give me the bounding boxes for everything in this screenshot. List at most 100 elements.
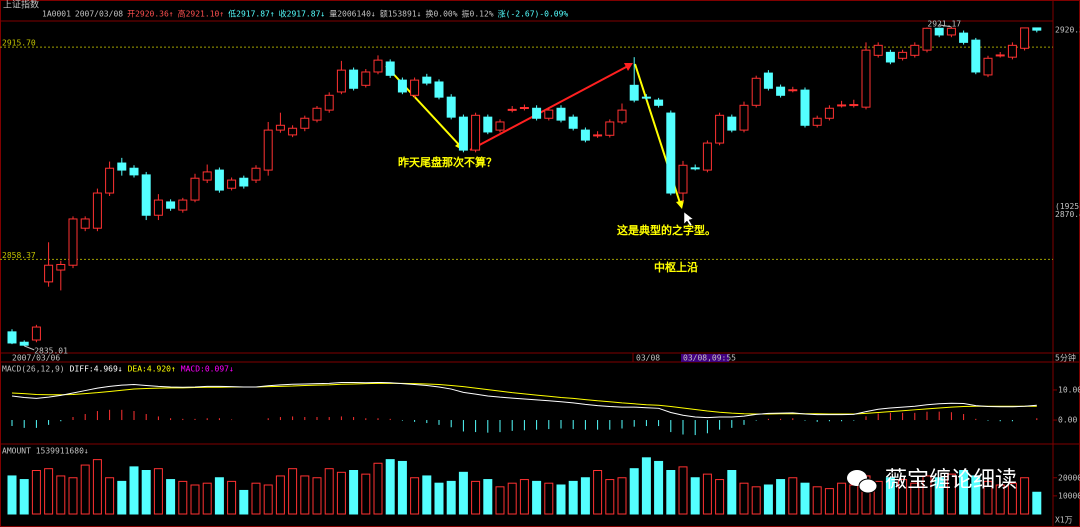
volume-bar xyxy=(507,482,517,515)
candle-body xyxy=(788,89,798,92)
volume-bar xyxy=(971,475,981,515)
header-item: 低2917.87↑ xyxy=(228,9,275,19)
candle-body xyxy=(885,51,895,63)
y-tick-label: 0.00 xyxy=(1058,416,1077,425)
candle-body xyxy=(19,341,29,346)
candle-body xyxy=(763,72,773,89)
candle-body xyxy=(190,177,200,201)
volume-bar xyxy=(556,484,566,515)
candle-body xyxy=(727,116,737,131)
volume-bar xyxy=(715,479,725,515)
volume-bar xyxy=(776,479,786,515)
volume-bar xyxy=(44,468,54,515)
candle-body xyxy=(1007,44,1017,58)
volume-bar xyxy=(397,460,407,515)
extreme-leader xyxy=(939,24,952,28)
y-tick-label: 200000 xyxy=(1058,473,1080,482)
candle-body xyxy=(776,86,786,96)
candle-body xyxy=(178,199,188,211)
x-label: 2007/03/06 xyxy=(12,354,60,363)
candle-body xyxy=(812,117,822,126)
volume-bar xyxy=(483,479,493,515)
header-item: 高2921.10↑ xyxy=(178,9,225,19)
candle-body xyxy=(397,79,407,93)
volume-bar xyxy=(300,475,310,515)
candle-body xyxy=(837,104,847,107)
candle-body xyxy=(593,134,603,137)
volume-bar xyxy=(166,479,176,515)
candle-body xyxy=(971,39,981,73)
volume-bar xyxy=(471,480,481,515)
volume-bar xyxy=(446,480,456,515)
candle-body xyxy=(678,164,688,194)
unit: X1万 xyxy=(1055,516,1073,525)
candle-body xyxy=(532,107,542,119)
candle-body xyxy=(617,109,627,123)
volume-bar xyxy=(117,480,127,515)
volume-bar xyxy=(617,477,627,515)
volume-bar xyxy=(519,479,529,515)
volume-bar xyxy=(68,477,78,515)
volume-bar xyxy=(251,482,261,515)
candle-body xyxy=(1032,27,1042,31)
volume-bar xyxy=(336,471,346,515)
volume-bar xyxy=(922,475,932,515)
volume-bar xyxy=(190,484,200,515)
candle-body xyxy=(446,96,456,118)
candle-body xyxy=(153,199,163,216)
candle-body xyxy=(605,121,615,136)
candle-body xyxy=(1020,27,1030,49)
volume-bar xyxy=(373,462,383,515)
cursor-price: 2870.47 xyxy=(1055,210,1080,219)
volume-bar xyxy=(56,475,66,515)
candle-body xyxy=(483,116,493,133)
candle-body xyxy=(300,117,310,129)
volume-bar xyxy=(910,482,920,515)
volume-bar xyxy=(385,459,395,515)
candle-body xyxy=(824,107,834,119)
candle-body xyxy=(556,107,566,121)
y-tick-label: 2915.70 xyxy=(2,39,36,48)
low-label: 2835.01 xyxy=(34,346,68,355)
volume-bar xyxy=(568,480,578,515)
candle-body xyxy=(568,116,578,129)
candle-body xyxy=(495,121,505,131)
volume-bar xyxy=(934,477,944,515)
candle-body xyxy=(214,169,224,191)
volume-bar xyxy=(873,480,883,515)
volume-bar xyxy=(898,479,908,515)
last-price: 2920.3 xyxy=(1055,26,1080,35)
volume-bar xyxy=(92,459,102,515)
volume-bar xyxy=(458,471,468,515)
volume-bar xyxy=(227,480,237,515)
candle-body xyxy=(385,61,395,76)
cursor-count: (1925) xyxy=(1055,202,1080,211)
volume-bar xyxy=(1032,491,1042,515)
candle-body xyxy=(202,171,212,181)
y-tick-label: 100000 xyxy=(1058,491,1080,500)
volume-bar xyxy=(605,479,615,515)
volume-bar xyxy=(666,470,676,515)
candle-body xyxy=(922,27,932,51)
arrowhead xyxy=(676,200,684,209)
extreme-leader xyxy=(24,345,35,351)
volume-bar xyxy=(31,470,41,515)
volume-bar xyxy=(324,468,334,515)
panel-title: AMOUNT 1539911680↓ xyxy=(2,447,89,456)
candle-body xyxy=(629,84,639,101)
volume-bar xyxy=(19,479,29,515)
volume-bar xyxy=(141,470,151,515)
candle-body xyxy=(373,59,383,73)
candle-body xyxy=(129,167,139,176)
candle-body xyxy=(959,32,969,43)
candle-body xyxy=(92,192,102,229)
volume-bar xyxy=(410,477,420,515)
volume-bar xyxy=(312,477,322,515)
candle-body xyxy=(507,108,517,111)
volume-bar xyxy=(495,486,505,515)
volume-bar xyxy=(593,470,603,515)
legend-item: MACD(26,12,9) xyxy=(2,365,65,374)
volume-bar xyxy=(361,473,371,515)
